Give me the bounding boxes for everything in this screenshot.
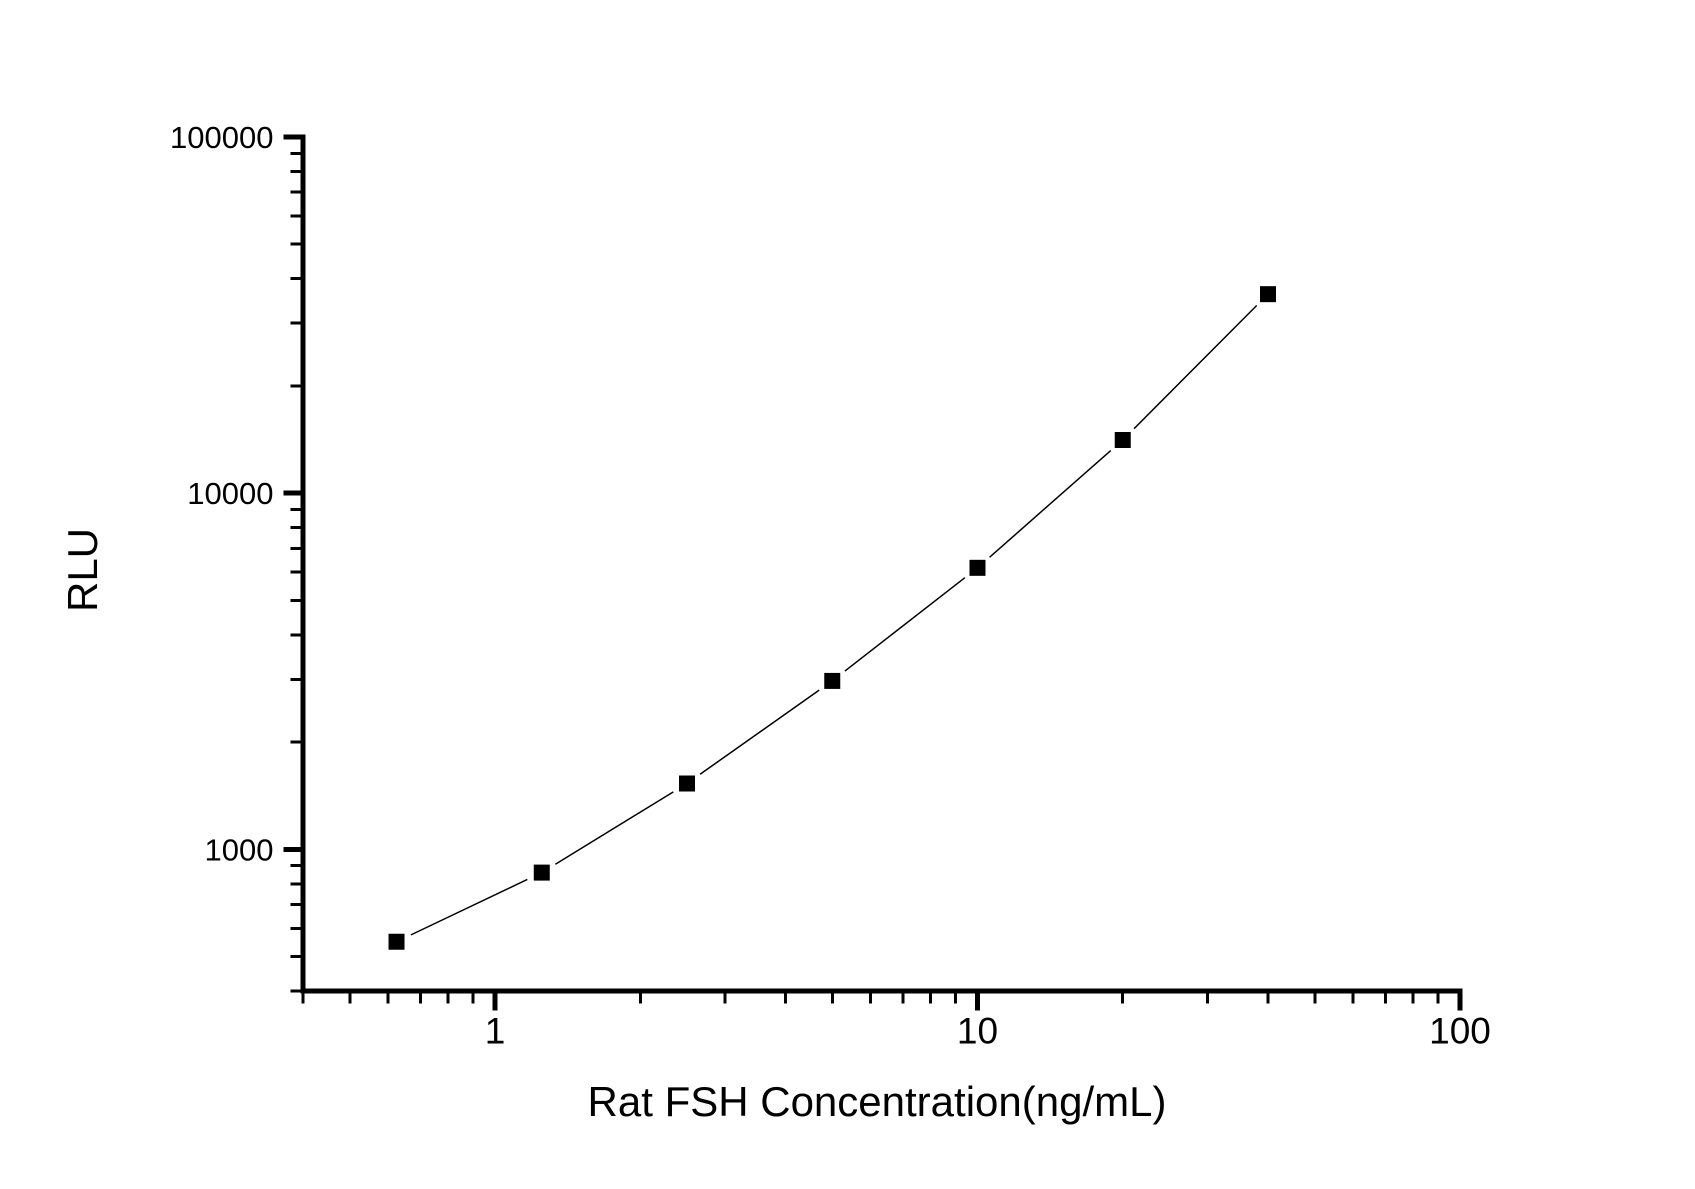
x-axis-title: Rat FSH Concentration(ng/mL)	[587, 1078, 1167, 1125]
x-tick-label: 10	[957, 1011, 998, 1052]
y-tick-label: 10000	[187, 476, 273, 511]
series-line-segment	[410, 878, 528, 936]
series-line-segment	[844, 577, 966, 672]
series-line-segment	[555, 791, 674, 865]
series-line-segment	[989, 450, 1112, 558]
data-point-marker	[969, 559, 986, 576]
x-tick-label: 1	[485, 1011, 506, 1052]
y-axis-title: RLU	[59, 527, 106, 613]
y-tick-label: 1000	[205, 832, 274, 867]
data-point-marker	[824, 672, 841, 689]
data-point-marker	[679, 775, 696, 792]
x-tick-label: 100	[1429, 1011, 1491, 1052]
series-line-segment	[1133, 304, 1258, 430]
data-point-marker	[533, 864, 550, 881]
series-line-segment	[699, 689, 820, 775]
data-point-marker	[1114, 431, 1131, 448]
y-tick-label: 100000	[170, 120, 273, 155]
data-point-marker	[1259, 286, 1276, 303]
data-point-marker	[388, 933, 405, 950]
